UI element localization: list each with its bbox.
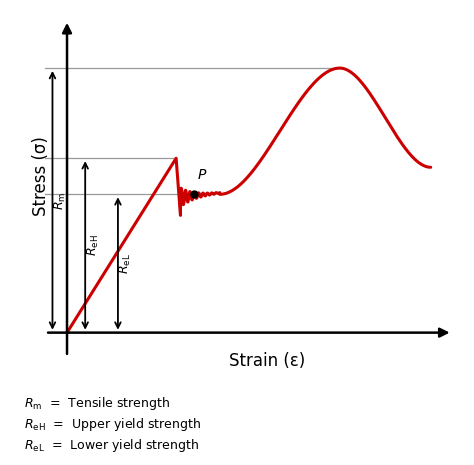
Text: $R_\mathrm{eH}$  =  Upper yield strength: $R_\mathrm{eH}$ = Upper yield strength	[24, 416, 201, 433]
Text: $R_\mathrm{m}$  =  Tensile strength: $R_\mathrm{m}$ = Tensile strength	[24, 395, 170, 412]
Text: $R_\mathrm{eH}$: $R_\mathrm{eH}$	[86, 234, 101, 256]
Text: $R_\mathrm{m}$: $R_\mathrm{m}$	[53, 191, 68, 210]
Text: P: P	[197, 168, 206, 182]
Text: Stress (σ): Stress (σ)	[32, 136, 50, 216]
Text: Strain (ε): Strain (ε)	[229, 352, 305, 370]
Text: $R_\mathrm{eL}$  =  Lower yield strength: $R_\mathrm{eL}$ = Lower yield strength	[24, 437, 199, 454]
Text: $R_\mathrm{eL}$: $R_\mathrm{eL}$	[118, 253, 134, 274]
